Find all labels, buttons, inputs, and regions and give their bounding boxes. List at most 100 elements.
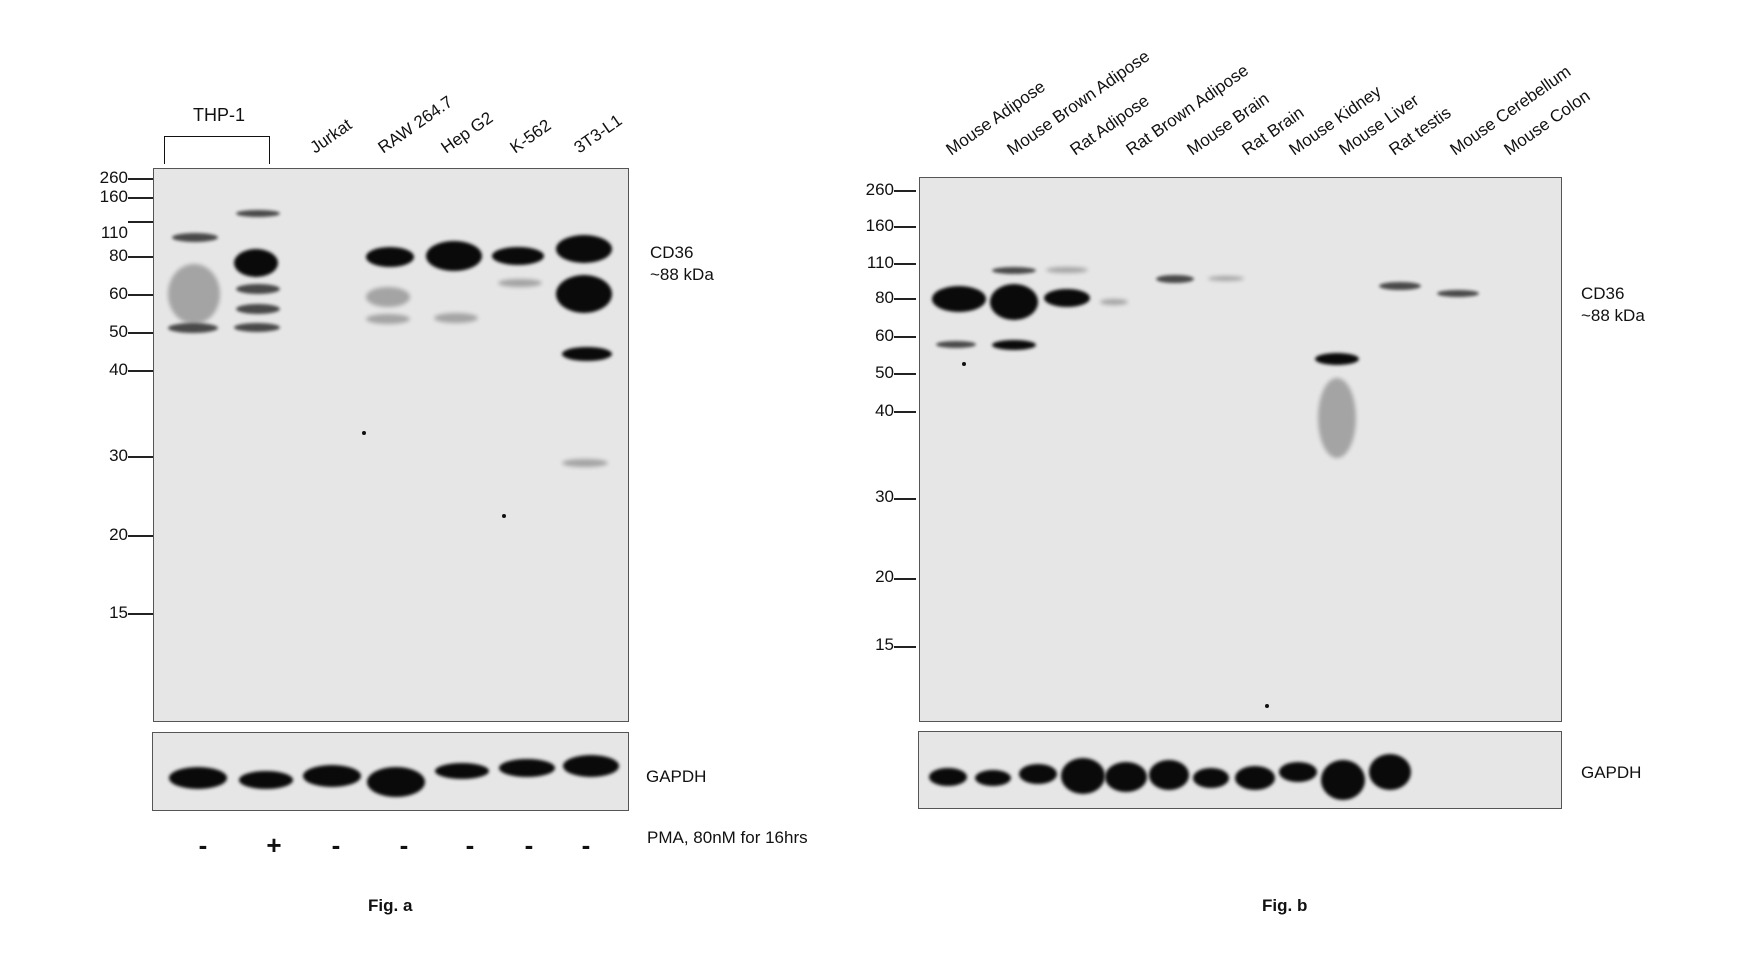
figure-b-caption: Fig. b xyxy=(1262,896,1308,915)
thp1-bracket xyxy=(164,136,270,164)
band xyxy=(1318,378,1356,458)
marker-tick xyxy=(128,197,153,199)
band xyxy=(236,284,280,294)
marker-tick xyxy=(128,535,153,537)
marker-tick xyxy=(128,456,153,458)
marker-20: 20 xyxy=(875,567,894,586)
treatment-label: PMA, 80nM for 16hrs xyxy=(647,828,808,847)
band xyxy=(1044,289,1090,307)
marker-80: 80 xyxy=(875,288,894,307)
band xyxy=(499,759,555,777)
marker-tick xyxy=(128,613,153,615)
marker-tick xyxy=(128,178,153,180)
band xyxy=(1279,762,1317,782)
cd36-blot-a xyxy=(153,168,629,722)
marker-110: 110 xyxy=(100,223,128,242)
band xyxy=(498,279,542,287)
speck xyxy=(962,362,966,366)
marker-260: 260 xyxy=(99,168,128,187)
treatment-sign: - xyxy=(331,830,341,860)
band xyxy=(1369,754,1411,790)
marker-110: 110 xyxy=(866,253,894,272)
marker-tick xyxy=(894,226,916,228)
band xyxy=(492,247,544,265)
band xyxy=(234,249,278,277)
speck xyxy=(502,514,506,518)
band xyxy=(236,304,280,314)
band xyxy=(1149,760,1189,790)
marker-50: 50 xyxy=(109,322,128,341)
treatment-sign: - xyxy=(581,830,591,860)
treatment-sign: - xyxy=(399,830,409,860)
treatment-sign: - xyxy=(198,830,208,860)
band xyxy=(992,267,1036,274)
band xyxy=(1235,766,1275,790)
band xyxy=(1156,275,1194,283)
band xyxy=(435,763,489,779)
marker-tick xyxy=(894,646,916,648)
marker-tick xyxy=(128,256,153,258)
marker-tick xyxy=(894,336,916,338)
marker-260: 260 xyxy=(865,180,894,199)
band xyxy=(1315,353,1359,365)
band xyxy=(169,767,227,789)
band xyxy=(303,765,361,787)
band xyxy=(563,755,619,777)
marker-tick xyxy=(894,298,916,300)
band xyxy=(932,286,986,312)
band xyxy=(562,347,612,361)
gapdh-blot-b xyxy=(918,731,1562,809)
figure-a-caption: Fig. a xyxy=(368,896,413,915)
treatment-sign: - xyxy=(524,830,534,860)
band xyxy=(1061,758,1105,794)
band xyxy=(562,459,608,467)
band xyxy=(1100,299,1128,305)
marker-160: 160 xyxy=(865,216,894,235)
treatment-sign: + xyxy=(266,830,282,860)
band xyxy=(366,287,410,307)
band xyxy=(366,314,410,324)
loading-control-label-a: GAPDH xyxy=(646,767,707,786)
band xyxy=(1105,762,1147,792)
band xyxy=(1208,276,1244,281)
gapdh-blot-a xyxy=(152,732,629,811)
band xyxy=(556,275,612,313)
marker-tick xyxy=(894,498,916,500)
band xyxy=(1019,764,1057,784)
marker-tick xyxy=(128,332,153,334)
band xyxy=(367,767,425,797)
band xyxy=(1437,290,1479,297)
marker-tick xyxy=(128,294,153,296)
marker-20: 20 xyxy=(109,525,128,544)
marker-80: 80 xyxy=(109,246,128,265)
marker-tick xyxy=(128,370,153,372)
speck xyxy=(1265,704,1269,708)
marker-40: 40 xyxy=(109,360,128,379)
marker-15: 15 xyxy=(875,635,894,654)
marker-tick xyxy=(894,411,916,413)
marker-30: 30 xyxy=(109,446,128,465)
band xyxy=(366,247,414,267)
band xyxy=(992,340,1036,350)
marker-160: 160 xyxy=(99,187,128,206)
band xyxy=(990,284,1038,320)
cd36-blot-b xyxy=(919,177,1562,722)
target-name: CD36 xyxy=(1581,284,1625,303)
band xyxy=(1193,768,1229,788)
marker-tick xyxy=(894,578,916,580)
thp1-group-label: THP-1 xyxy=(193,105,246,125)
lane-label-3t3-l1: 3T3-L1 xyxy=(570,110,626,158)
marker-60: 60 xyxy=(875,326,894,345)
band xyxy=(929,768,967,786)
marker-60: 60 xyxy=(109,284,128,303)
band xyxy=(172,233,218,242)
band xyxy=(168,323,218,333)
marker-tick xyxy=(894,263,916,265)
band xyxy=(556,235,612,263)
band xyxy=(234,323,280,332)
band xyxy=(236,210,280,217)
marker-30: 30 xyxy=(875,487,894,506)
band xyxy=(168,264,220,324)
lane-label-k-562: K-562 xyxy=(506,115,555,158)
band xyxy=(1046,267,1088,273)
